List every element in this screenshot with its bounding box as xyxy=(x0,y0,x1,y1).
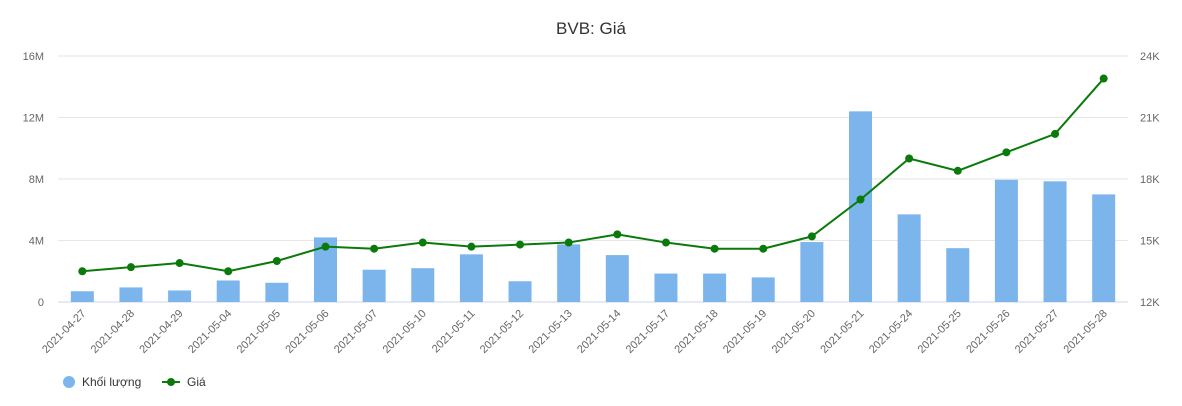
price-point[interactable] xyxy=(516,240,525,249)
x-axis-ticks: 2021-04-27 2021-04-28 2021-04-29 2021-05-04… xyxy=(40,308,1110,356)
right-axis-ticks: 12K 15K 18K 21K 24K xyxy=(1140,51,1160,309)
left-axis-ticks: 0 4M 8M 12M 16M xyxy=(23,51,44,309)
x-tick-label: 2021-05-04 xyxy=(186,308,234,356)
x-tick-label: 2021-05-11 xyxy=(430,308,478,356)
volume-bar[interactable] xyxy=(265,282,289,302)
x-tick-label: 2021-05-27 xyxy=(1013,308,1061,356)
right-tick-label: 18K xyxy=(1140,174,1160,186)
volume-bar[interactable] xyxy=(849,111,872,302)
price-point[interactable] xyxy=(418,238,427,247)
price-point[interactable] xyxy=(1099,74,1108,83)
right-tick-label: 12K xyxy=(1140,297,1160,309)
x-tick-label: 2021-05-20 xyxy=(770,308,818,356)
legend-volume-marker xyxy=(63,376,75,388)
price-point[interactable] xyxy=(953,166,962,175)
right-tick-label: 15K xyxy=(1140,236,1160,248)
x-tick-label: 2021-05-05 xyxy=(235,308,283,356)
volume-bar[interactable] xyxy=(216,280,240,302)
volume-bar[interactable] xyxy=(654,273,678,302)
x-tick-label: 2021-05-26 xyxy=(964,308,1012,356)
price-point[interactable] xyxy=(175,259,184,268)
price-point[interactable] xyxy=(613,230,622,239)
price-point[interactable] xyxy=(564,238,573,247)
price-point[interactable] xyxy=(224,267,233,276)
volume-bar[interactable] xyxy=(946,248,970,302)
price-point[interactable] xyxy=(759,244,768,253)
x-tick-label: 2021-05-28 xyxy=(1062,308,1110,356)
price-point[interactable] xyxy=(1051,129,1060,138)
legend-volume-label: Khối lượng xyxy=(82,375,141,389)
price-point[interactable] xyxy=(126,263,135,272)
left-tick-label: 0 xyxy=(38,297,44,309)
price-point[interactable] xyxy=(78,267,87,276)
volume-bar[interactable] xyxy=(1092,194,1116,302)
price-line xyxy=(78,74,1108,276)
price-line-path xyxy=(82,77,1105,273)
volume-bar[interactable] xyxy=(119,287,143,302)
price-point[interactable] xyxy=(710,244,719,253)
volume-bar[interactable] xyxy=(605,255,629,302)
x-tick-label: 2021-05-10 xyxy=(381,308,429,356)
x-tick-label: 2021-04-29 xyxy=(137,308,185,356)
volume-bar[interactable] xyxy=(703,273,727,302)
legend: Khối lượng Giá xyxy=(63,375,206,389)
x-tick-label: 2021-05-19 xyxy=(721,308,769,356)
price-point[interactable] xyxy=(661,238,670,247)
x-tick-label: 2021-05-14 xyxy=(575,308,623,356)
chart-title: BVB: Giá xyxy=(556,19,626,38)
x-tick-label: 2021-05-21 xyxy=(818,308,866,356)
x-tick-label: 2021-05-13 xyxy=(527,308,575,356)
volume-bar[interactable] xyxy=(897,214,921,302)
price-point[interactable] xyxy=(272,257,281,265)
x-tick-label: 2021-05-18 xyxy=(672,308,720,356)
volume-bar[interactable] xyxy=(800,242,824,302)
volume-bar[interactable] xyxy=(314,237,337,302)
right-tick-label: 24K xyxy=(1140,51,1160,63)
left-tick-label: 8M xyxy=(29,174,44,186)
volume-bar[interactable] xyxy=(411,268,435,302)
price-point[interactable] xyxy=(856,195,865,204)
right-tick-label: 21K xyxy=(1140,113,1160,125)
volume-bar[interactable] xyxy=(994,179,1018,302)
legend-price-marker xyxy=(167,378,175,386)
left-tick-label: 4M xyxy=(29,236,44,248)
legend-price-label: Giá xyxy=(187,375,206,389)
volume-bar[interactable] xyxy=(70,291,94,302)
volume-bars xyxy=(70,111,1116,302)
x-tick-label: 2021-05-07 xyxy=(332,308,380,356)
legend-item-price[interactable]: Giá xyxy=(162,375,206,389)
price-point[interactable] xyxy=(321,242,330,251)
x-tick-label: 2021-05-25 xyxy=(916,308,964,356)
left-tick-label: 12M xyxy=(23,113,44,125)
price-point[interactable] xyxy=(370,244,379,253)
volume-bar[interactable] xyxy=(751,277,775,302)
left-tick-label: 16M xyxy=(23,51,44,63)
volume-bar[interactable] xyxy=(557,244,581,302)
price-point[interactable] xyxy=(807,232,816,241)
x-tick-label: 2021-05-06 xyxy=(283,308,331,356)
volume-bar[interactable] xyxy=(1043,181,1067,302)
x-tick-label: 2021-05-24 xyxy=(867,308,915,356)
legend-item-volume[interactable]: Khối lượng xyxy=(63,375,141,389)
volume-bar[interactable] xyxy=(168,290,192,302)
volume-bar[interactable] xyxy=(508,281,532,302)
price-point[interactable] xyxy=(467,242,476,251)
price-point[interactable] xyxy=(1002,148,1011,157)
x-tick-label: 2021-04-27 xyxy=(40,308,88,356)
x-tick-label: 2021-05-12 xyxy=(478,308,526,356)
price-point[interactable] xyxy=(905,154,914,163)
volume-bar[interactable] xyxy=(362,269,386,302)
x-tick-label: 2021-05-17 xyxy=(624,308,672,356)
volume-bar[interactable] xyxy=(459,254,483,302)
x-tick-label: 2021-04-28 xyxy=(89,308,137,356)
